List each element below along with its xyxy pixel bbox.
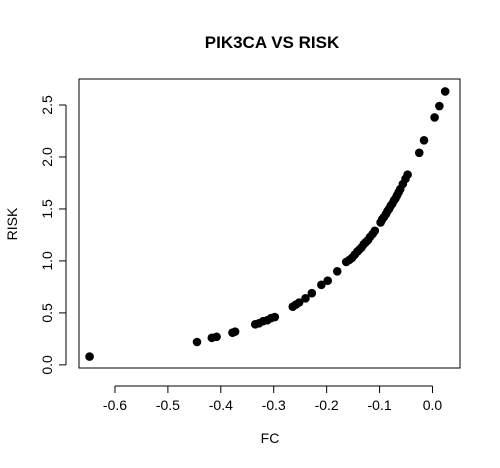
x-axis: -0.6 -0.5 -0.4 -0.3 -0.2 -0.1 0.0 bbox=[103, 385, 443, 413]
x-axis-label: FC bbox=[261, 430, 280, 446]
data-point bbox=[301, 294, 310, 303]
data-point bbox=[317, 280, 326, 290]
x-tick-label: -0.5 bbox=[156, 397, 180, 413]
x-tick-label: -0.4 bbox=[209, 397, 233, 413]
x-tick-label: -0.1 bbox=[368, 397, 392, 413]
y-axis: 0.0 0.5 1.0 1.5 2.0 2.5 bbox=[39, 95, 67, 375]
plot-frame bbox=[78, 78, 461, 369]
x-tick-label: -0.2 bbox=[315, 397, 339, 413]
data-point bbox=[230, 327, 240, 336]
data-point bbox=[430, 113, 439, 122]
y-tick-label: 0.5 bbox=[39, 303, 55, 323]
data-point bbox=[440, 87, 450, 96]
y-tick-label: 1.5 bbox=[39, 199, 55, 219]
y-tick-label: 2.5 bbox=[39, 95, 55, 115]
data-point bbox=[294, 298, 304, 307]
data-point bbox=[307, 288, 317, 298]
data-point bbox=[323, 276, 333, 285]
data-point bbox=[212, 332, 221, 342]
y-axis-label: RISK bbox=[4, 207, 20, 240]
data-point bbox=[270, 312, 280, 322]
y-tick-label: 1.0 bbox=[39, 251, 55, 271]
data-point bbox=[419, 136, 429, 145]
data-point bbox=[192, 337, 202, 347]
y-tick-label: 2.0 bbox=[39, 147, 55, 167]
data-point bbox=[403, 170, 412, 179]
x-tick-label: 0.0 bbox=[423, 397, 443, 413]
chart-title: PIK3CA VS RISK bbox=[205, 33, 340, 52]
data-point bbox=[332, 267, 342, 276]
data-point bbox=[435, 101, 444, 111]
data-points bbox=[85, 87, 450, 361]
data-point bbox=[414, 148, 424, 158]
x-tick-label: -0.6 bbox=[103, 397, 127, 413]
data-point bbox=[370, 226, 380, 236]
data-point bbox=[85, 352, 94, 361]
x-tick-label: -0.3 bbox=[262, 397, 286, 413]
y-tick-label: 0.0 bbox=[39, 355, 55, 375]
